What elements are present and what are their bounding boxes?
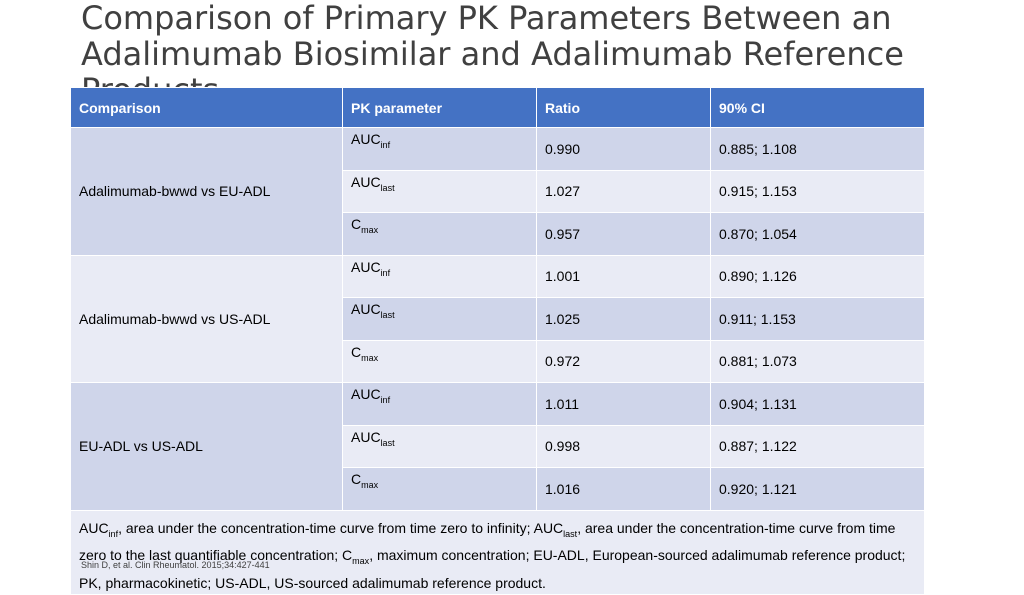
pk-parameter-cell: Cmax — [342, 339, 537, 383]
ratio-cell: 1.027 — [536, 169, 711, 213]
pk-parameter-cell: AUCinf — [342, 382, 537, 426]
source-citation: Shin D, et al. Clin Rheumatol. 2015;34:4… — [81, 560, 270, 570]
pk-parameter-cell: Cmax — [342, 467, 537, 511]
comparison-cell: Adalimumab-bwwd vs EU-ADL — [70, 127, 343, 256]
footnote-row: AUCinf, area under the concentration-tim… — [70, 509, 925, 595]
table-row: Cmax 0.957 0.870; 1.054 — [71, 212, 925, 256]
table-row: Adalimumab-bwwd vs EU-ADL AUCinf 0.990 0… — [70, 127, 925, 256]
header-comparison: Comparison — [70, 87, 343, 128]
ci-cell: 0.911; 1.153 — [710, 297, 925, 341]
pk-parameter-cell: Cmax — [342, 212, 537, 256]
table-row: AUClast 1.027 0.915; 1.153 — [71, 169, 925, 213]
ci-cell: 0.885; 1.108 — [710, 127, 925, 171]
ci-cell: 0.915; 1.153 — [710, 169, 925, 213]
ratio-cell: 0.957 — [536, 212, 711, 256]
comparison-cell: EU-ADL vs US-ADL — [70, 382, 343, 511]
header-pk-parameter: PK parameter — [342, 87, 537, 128]
table-row: AUClast 1.025 0.911; 1.153 — [71, 297, 925, 341]
ci-cell: 0.904; 1.131 — [710, 382, 925, 426]
header-ci: 90% CI — [710, 87, 925, 128]
slide-title: Comparison of Primary PK Parameters Betw… — [81, 0, 904, 108]
ratio-cell: 1.011 — [536, 382, 711, 426]
ratio-cell: 0.998 — [536, 424, 711, 468]
table-row: EU-ADL vs US-ADL AUCinf 1.011 0.904; 1.1… — [70, 382, 925, 511]
ratio-cell: 0.990 — [536, 127, 711, 171]
pk-comparison-table: Comparison PK parameter Ratio 90% CI Ada… — [70, 87, 925, 595]
ratio-cell: 1.001 — [536, 254, 711, 298]
ratio-cell: 0.972 — [536, 339, 711, 383]
ci-cell: 0.887; 1.122 — [710, 424, 925, 468]
ci-cell: 0.890; 1.126 — [710, 254, 925, 298]
header-ratio: Ratio — [536, 87, 711, 128]
ci-cell: 0.920; 1.121 — [710, 467, 925, 511]
table-row: Cmax 1.016 0.920; 1.121 — [71, 467, 925, 511]
pk-parameter-cell: AUCinf — [342, 127, 537, 171]
pk-parameter-cell: AUClast — [342, 424, 537, 468]
ratio-cell: 1.025 — [536, 297, 711, 341]
ci-cell: 0.881; 1.073 — [710, 339, 925, 383]
table-header-row: Comparison PK parameter Ratio 90% CI — [70, 87, 925, 128]
pk-parameter-cell: AUCinf — [342, 254, 537, 298]
table-row: AUClast 0.998 0.887; 1.122 — [71, 424, 925, 468]
comparison-cell: Adalimumab-bwwd vs US-ADL — [70, 254, 343, 383]
table-row: Adalimumab-bwwd vs US-ADL AUCinf 1.001 0… — [70, 254, 925, 383]
ratio-cell: 1.016 — [536, 467, 711, 511]
pk-parameter-cell: AUClast — [342, 169, 537, 213]
pk-parameter-cell: AUClast — [342, 297, 537, 341]
ci-cell: 0.870; 1.054 — [710, 212, 925, 256]
table-footnote: AUCinf, area under the concentration-tim… — [70, 509, 925, 595]
table-row: Cmax 0.972 0.881; 1.073 — [71, 339, 925, 383]
